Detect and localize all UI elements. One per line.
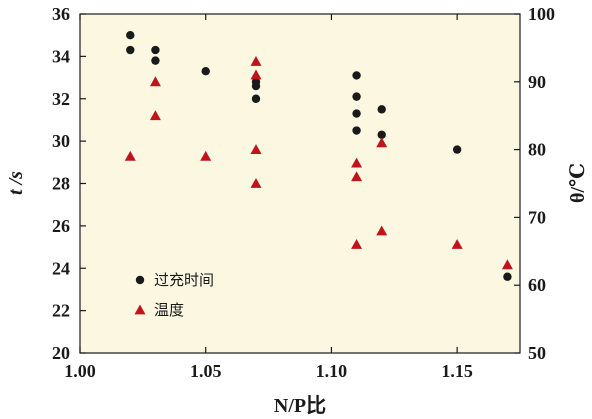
- y-tick-label-left: 20: [52, 343, 70, 363]
- y-tick-label-right: 100: [528, 4, 555, 24]
- y-tick-label-left: 24: [52, 258, 70, 278]
- data-point-overcharge-time: [377, 130, 386, 139]
- y-tick-label-left: 32: [52, 89, 70, 109]
- x-tick-label: 1.05: [190, 361, 222, 381]
- data-point-temperature: [351, 171, 363, 182]
- data-marks: [124, 30, 513, 281]
- y-tick-label-left: 26: [52, 216, 70, 236]
- data-point-overcharge-time: [126, 30, 135, 40]
- plot-area: [79, 13, 521, 354]
- data-point-overcharge-time: [377, 105, 386, 114]
- y-tick-label-right: 50: [528, 343, 546, 363]
- x-tick-label: 1.15: [441, 361, 473, 381]
- data-point-temperature: [376, 137, 388, 148]
- data-point-temperature: [200, 150, 212, 161]
- data-point-temperature: [351, 157, 363, 168]
- data-point-temperature: [376, 225, 388, 236]
- data-point-temperature: [501, 259, 513, 270]
- data-point-temperature: [351, 239, 363, 249]
- legend-marker-overcharge-time: [135, 275, 145, 285]
- y-tick-label-right: 80: [528, 140, 546, 160]
- legend-label: 温度: [154, 301, 184, 319]
- y-tick-label-left: 22: [52, 301, 70, 321]
- y-axis-title-right: θ/℃: [567, 163, 589, 203]
- data-point-temperature: [250, 144, 262, 154]
- data-point-temperature: [149, 76, 161, 87]
- data-point-overcharge-time: [151, 45, 160, 55]
- y-tick-label-right: 90: [528, 72, 546, 92]
- data-point-temperature: [250, 178, 262, 188]
- data-point-temperature: [149, 110, 161, 121]
- data-point-overcharge-time: [352, 109, 361, 118]
- data-point-overcharge-time: [126, 45, 135, 55]
- data-point-overcharge-time: [201, 67, 210, 76]
- data-point-overcharge-time: [352, 71, 361, 80]
- data-point-overcharge-time: [352, 92, 361, 101]
- legend-marker-temperature: [134, 304, 146, 315]
- x-axis-title: N/P比: [274, 394, 326, 417]
- data-point-overcharge-time: [251, 81, 261, 91]
- x-tick-label: 1.10: [316, 361, 348, 381]
- data-point-temperature: [250, 55, 262, 66]
- y-axis-title-left: t /s: [5, 171, 27, 195]
- y-tick-label-left: 36: [52, 4, 70, 24]
- data-point-temperature: [124, 150, 136, 161]
- y-tick-label-left: 30: [52, 131, 70, 151]
- y-tick-label-left: 34: [52, 46, 70, 66]
- legend-label: 过充时间: [154, 271, 214, 289]
- x-tick-label: 1.00: [64, 361, 96, 381]
- data-point-overcharge-time: [452, 145, 462, 154]
- y-tick-label-right: 60: [528, 275, 546, 295]
- data-point-overcharge-time: [251, 94, 261, 103]
- data-point-temperature: [451, 239, 463, 249]
- y-tick-label-left: 28: [52, 174, 70, 194]
- axis-ticks: 1.00 1.05 1.10 1.15 20 22 24 26 28 30 32 34 36 50 60 70…: [52, 4, 555, 381]
- data-point-overcharge-time: [503, 272, 512, 281]
- data-point-overcharge-time: [352, 126, 361, 135]
- data-point-temperature: [250, 69, 262, 80]
- data-point-overcharge-time: [151, 56, 160, 65]
- y-tick-label-right: 70: [528, 207, 546, 227]
